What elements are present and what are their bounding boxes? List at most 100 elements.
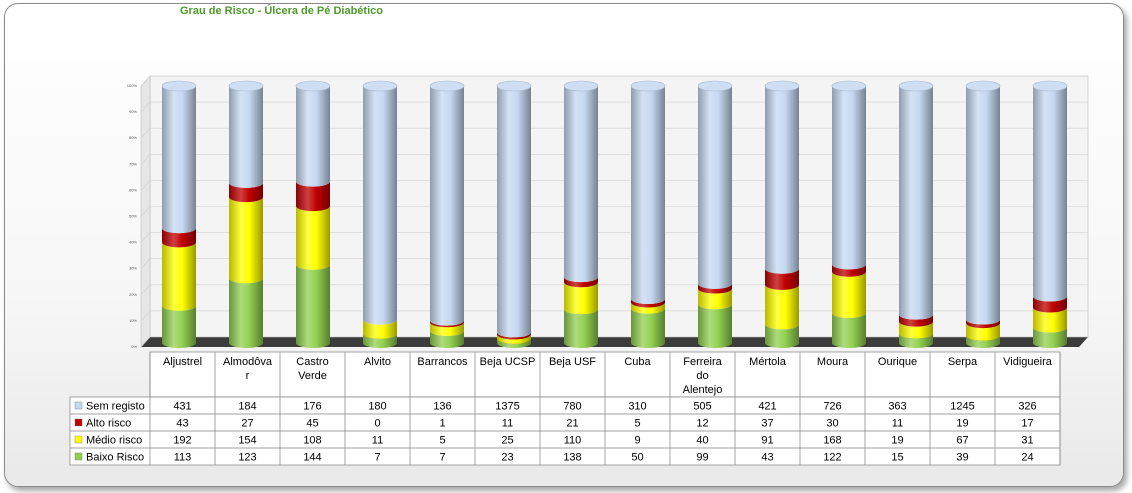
y-tick-label: 0% [131, 344, 137, 349]
data-value-label: 192 [173, 435, 191, 447]
bar-segment [631, 86, 665, 305]
data-value-label: 21 [566, 418, 578, 430]
category-label: Serpa [948, 356, 978, 368]
bar-segment [966, 86, 1000, 325]
data-value-label: 176 [303, 401, 321, 413]
bar-segment [564, 86, 598, 283]
bar-segment [229, 182, 263, 203]
data-value-label: 39 [956, 452, 968, 464]
category-label: Alvito [364, 356, 391, 368]
y-tick-label: 60% [129, 187, 137, 192]
category-label: Aljustrel [163, 356, 202, 368]
bar-segment [631, 299, 665, 308]
data-value-label: 43 [761, 452, 773, 464]
data-value-label: 23 [501, 452, 513, 464]
bar-top-cap [362, 80, 398, 92]
category-label: Moura [817, 356, 849, 368]
bar-top-cap [161, 80, 197, 92]
chart-title: Grau de Risco - Úlcera de Pé Diabético [180, 5, 383, 17]
gridline-side [140, 336, 151, 348]
plot-floor [141, 337, 1088, 347]
data-value-label: 11 [502, 418, 513, 430]
bar-segment [832, 264, 866, 277]
data-value-label: 9 [634, 435, 640, 447]
category-label: Beja USF [549, 356, 596, 368]
data-value-label: 27 [241, 418, 253, 430]
bar-segment [765, 86, 799, 274]
bar-segment [765, 324, 799, 348]
bar-segment [631, 302, 665, 314]
data-value-label: 50 [631, 452, 643, 464]
bar-top-cap [764, 80, 800, 92]
bar-top-cap [563, 80, 599, 92]
bar-segment [698, 304, 732, 348]
bar-segment [966, 319, 1000, 329]
bar-segment [832, 86, 866, 270]
category-label: Cuba [624, 356, 651, 368]
bar-top-cap [831, 80, 867, 92]
data-value-label: 136 [433, 401, 451, 413]
data-value-label: 5 [634, 418, 640, 430]
legend-swatch [74, 418, 83, 427]
bar-segment [698, 283, 732, 294]
data-value-label: 326 [1018, 401, 1036, 413]
bar-segment [162, 242, 196, 311]
gridline-side [140, 180, 151, 191]
bar-segment [899, 314, 933, 327]
data-value-label: 1 [439, 418, 445, 430]
data-value-label: 726 [823, 401, 841, 413]
bar-segment [162, 86, 196, 234]
bar-segment [296, 206, 330, 270]
data-value-label: 31 [1021, 435, 1033, 447]
legend-swatch [74, 435, 83, 444]
data-value-label: 168 [823, 435, 841, 447]
data-value-label: 363 [888, 401, 906, 413]
y-tick-label: 70% [129, 161, 137, 166]
y-tick-label: 50% [129, 214, 137, 219]
data-value-label: 11 [892, 418, 903, 430]
bar-segment [899, 86, 933, 320]
bar-top-cap [1032, 80, 1068, 92]
gridline-side [140, 101, 151, 113]
data-value-label: 505 [693, 401, 711, 413]
bar-segment [296, 181, 330, 212]
bar-segment [966, 323, 1000, 341]
data-value-label: 11 [372, 435, 383, 447]
gridline-side [140, 232, 151, 243]
data-value-label: 37 [761, 418, 773, 430]
data-value-label: 17 [1021, 418, 1033, 430]
gridline-side [140, 154, 151, 165]
data-value-label: 0 [374, 418, 380, 430]
bar-segment [229, 278, 263, 348]
data-value-label: 780 [563, 401, 581, 413]
data-value-label: 12 [696, 418, 708, 430]
bar-segment [832, 271, 866, 319]
data-value-label: 24 [1021, 452, 1033, 464]
bar-segment [765, 284, 799, 330]
data-value-label: 40 [696, 435, 708, 447]
bar-segment [1033, 327, 1067, 348]
data-value-label: 30 [826, 418, 838, 430]
data-value-label: 45 [306, 418, 318, 430]
data-value-label: 25 [501, 435, 513, 447]
gridline-side [140, 284, 151, 296]
data-value-label: 144 [303, 452, 321, 464]
data-value-label: 99 [696, 452, 708, 464]
bar-segment [229, 197, 263, 284]
gridline-side [140, 310, 151, 322]
data-value-label: 7 [374, 452, 380, 464]
data-value-label: 1375 [495, 401, 519, 413]
bar-segment [430, 320, 464, 328]
category-label: Mértola [749, 356, 787, 368]
data-value-label: 5 [439, 435, 445, 447]
data-value-label: 431 [173, 401, 191, 413]
data-value-label: 154 [238, 435, 256, 447]
bar-top-cap [630, 80, 666, 92]
category-label: Ferreira [683, 356, 722, 368]
bar-top-cap [697, 80, 733, 92]
y-tick-label: 40% [129, 240, 137, 245]
data-value-label: 108 [303, 435, 321, 447]
data-value-label: 421 [758, 401, 776, 413]
data-value-label: 43 [176, 418, 188, 430]
bar-segment [296, 86, 330, 187]
